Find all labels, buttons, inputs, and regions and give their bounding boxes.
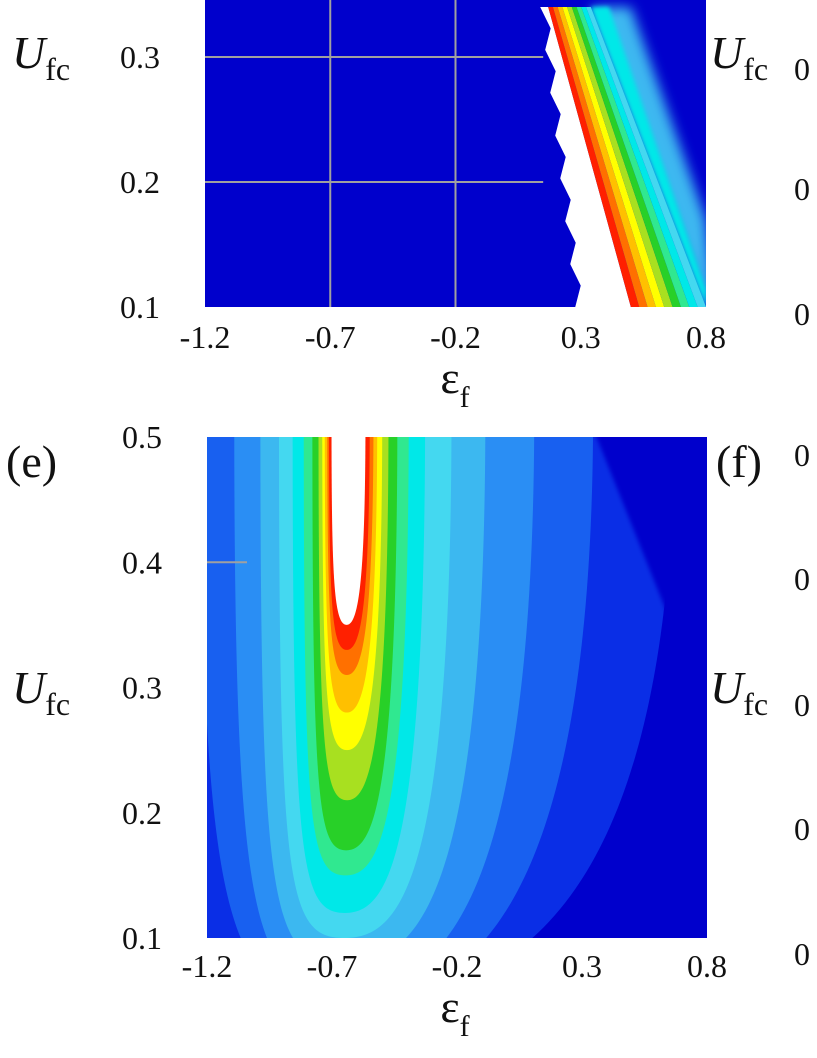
y-tick-label-top: 0.1 [120,289,160,325]
y-axis-label-right-bottom: Ufc [710,662,768,722]
y-tick-labels-e: 0.1 0.2 0.3 0.4 0.5 [122,419,162,956]
x-tick-label-top: -0.7 [305,319,356,355]
panel-label-f: (f) [716,436,762,487]
band-strip-top [557,7,656,307]
x-tick-label-e: -0.2 [432,948,483,984]
heatmap-panel-e: -1.2 -0.7 -0.2 0.3 0.8 0.1 0.2 0.3 0.4 0.5 (e) ε… [6,419,727,1043]
band-strip-top [562,7,665,307]
x-tick-label-top: 0.8 [686,319,726,355]
band-strip-top [581,7,698,307]
heatmap-panel-top: -1.2 -0.7 -0.2 0.3 0.8 0.1 0.2 0.3 εf Ufc [12,0,726,414]
tick-fragment-right: 0 [794,51,810,87]
x-tick-label-e: 0.3 [562,948,602,984]
y-tick-labels-top: 0.1 0.2 0.3 [120,39,160,325]
band-strip-top [548,7,640,307]
tick-fragment-right: 0 [794,171,810,207]
x-tick-label-top: -1.2 [180,319,231,355]
panel-label-e: (e) [6,436,57,487]
y-tick-label-e: 0.5 [122,419,162,455]
tick-fragment-right: 0 [794,561,810,597]
y-axis-label-right-top: Ufc [710,27,768,87]
right-column-cropped: Ufc 0 0 0 (f) 0 0 Ufc 0 0 0 [710,27,810,972]
y-tick-label-e: 0.3 [122,670,162,706]
y-tick-label-e: 0.1 [122,920,162,956]
x-tick-labels-top: -1.2 -0.7 -0.2 0.3 0.8 [180,319,726,355]
y-axis-label-e: Ufc [12,662,70,722]
x-tick-label-top: 0.3 [561,319,601,355]
tick-fragment-right: 0 [794,296,810,332]
x-axis-label-e: εf [440,981,469,1043]
tick-fragment-right: 0 [794,437,810,473]
x-tick-label-e: -1.2 [182,948,233,984]
gridlines-top [205,0,544,307]
x-axis-label-top: εf [440,352,469,414]
band-strip-top [576,7,690,307]
contour-layers-e [207,437,707,938]
tick-fragment-right: 0 [794,936,810,972]
y-tick-label-top: 0.3 [120,39,160,75]
white-region-top [540,7,631,307]
contour-level-e [331,437,366,625]
x-tick-label-e: -0.7 [307,948,358,984]
band-strip-top [571,7,681,307]
tick-fragment-right: 0 [794,811,810,847]
x-tick-label-top: -0.2 [430,319,481,355]
y-tick-label-e: 0.4 [122,544,162,580]
x-tick-label-e: 0.8 [687,948,727,984]
y-tick-label-top: 0.2 [120,164,160,200]
band-strip-top [586,7,706,307]
band-strip-top [567,7,673,307]
tick-fragment-right: 0 [794,687,810,723]
dark-corner-e [596,437,707,713]
y-tick-label-e: 0.2 [122,795,162,831]
y-axis-label-top: Ufc [12,27,70,87]
colored-band-top [548,7,706,307]
x-tick-labels-e: -1.2 -0.7 -0.2 0.3 0.8 [182,948,727,984]
band-strip-top [552,7,648,307]
